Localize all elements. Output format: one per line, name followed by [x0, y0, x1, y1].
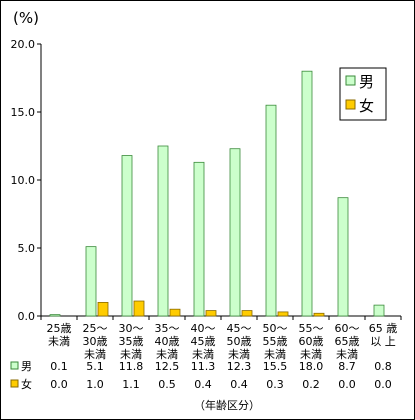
bar-female: [169, 308, 181, 317]
y-tick-label: 10.0: [11, 174, 36, 187]
data-label: 0.0: [374, 378, 392, 391]
data-label: 18.0: [299, 360, 324, 373]
x-tick-label: 35～ 40歳未満: [155, 322, 180, 361]
unit-label: (%): [13, 9, 39, 27]
data-label: 0.4: [194, 378, 212, 391]
legend-label: 男: [359, 73, 374, 91]
data-label: 5.1: [86, 360, 104, 373]
data-label: 0.0: [338, 378, 356, 391]
x-tick-label: 25～ 30歳未満: [83, 322, 108, 361]
data-label: 15.5: [263, 360, 288, 373]
data-label: 0.4: [230, 378, 248, 391]
legend-label: 女: [359, 97, 374, 115]
data-label: 1.1: [122, 378, 140, 391]
x-tick-label: 50～ 55歳未満: [263, 322, 288, 361]
data-label: 11.3: [191, 360, 216, 373]
bar-female: [241, 310, 253, 317]
data-label: 11.8: [119, 360, 144, 373]
x-tick-label: 40～ 45歳未満: [191, 322, 216, 361]
y-tick-label: 20.0: [11, 38, 36, 51]
data-label: 12.5: [155, 360, 180, 373]
table-swatch-female: [10, 379, 19, 388]
bar-male: [229, 148, 241, 317]
bar-male: [373, 304, 385, 317]
bar-female: [277, 311, 289, 317]
data-label: 0.5: [158, 378, 176, 391]
data-label: 0.8: [374, 360, 392, 373]
x-tick-label: 55～ 60歳未満: [299, 322, 324, 361]
table-series-label: 女: [21, 377, 32, 391]
data-label: 1.0: [86, 378, 104, 391]
y-tick-label: 0.0: [18, 310, 36, 323]
x-axis-label: （年齢区分）: [194, 398, 260, 412]
bar-female: [97, 301, 109, 317]
data-label: 0.2: [302, 378, 320, 391]
plot-area: 0.0 5.0 10.0 15.0 20.0 25歳未満 25～ 30歳未満 30～ 35歳未満 3…: [11, 38, 402, 361]
data-label: 0.3: [266, 378, 284, 391]
x-tick-label: 65 歳以 上: [369, 322, 398, 348]
legend-swatch-female: [345, 99, 356, 110]
bar-female: [205, 310, 217, 317]
bar-male: [337, 197, 349, 317]
data-label: 8.7: [338, 360, 356, 373]
bar-male: [157, 145, 169, 317]
bar-female: [313, 312, 325, 317]
table-series-label: 男: [21, 360, 32, 373]
bar-male: [265, 104, 277, 317]
bar-female: [133, 300, 145, 317]
data-label: 12.3: [227, 360, 252, 373]
data-label: 0.1: [50, 360, 68, 373]
x-tick-label: 45～ 50歳未満: [227, 322, 252, 361]
table-swatch-male: [10, 361, 19, 370]
bar-male: [85, 246, 97, 317]
x-tick-label: 60～ 65歳未満: [335, 322, 360, 361]
x-tick-label: 30～ 35歳未満: [119, 322, 144, 361]
bar-male: [121, 155, 133, 317]
data-label: 0.0: [50, 378, 68, 391]
y-tick-label: 15.0: [11, 106, 36, 119]
data-table: 男 0.1 5.1 11.8 12.5 11.3 12.3 15.5 18.0 8.7 0.8 女 0.…: [10, 360, 392, 391]
y-tick-label: 5.0: [18, 242, 36, 255]
bar-male: [49, 314, 61, 317]
bar-male: [301, 70, 313, 317]
legend: 男女: [339, 67, 387, 121]
legend-swatch-male: [345, 75, 356, 86]
bar-male: [193, 161, 205, 317]
x-tick-label: 25歳未満: [47, 322, 72, 348]
